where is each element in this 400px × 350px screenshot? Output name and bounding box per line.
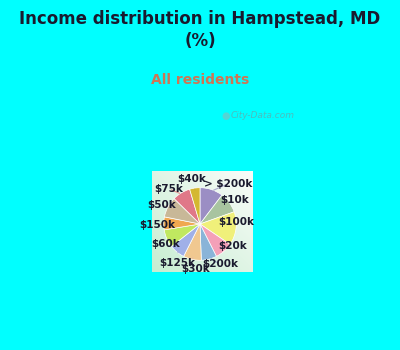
Text: $150k: $150k bbox=[140, 220, 176, 230]
Text: ●: ● bbox=[221, 111, 230, 121]
Wedge shape bbox=[164, 198, 200, 224]
Wedge shape bbox=[184, 224, 201, 260]
Text: $100k: $100k bbox=[218, 217, 254, 227]
Wedge shape bbox=[200, 195, 234, 224]
Text: $40k: $40k bbox=[178, 174, 206, 190]
Wedge shape bbox=[172, 224, 200, 256]
Wedge shape bbox=[190, 188, 200, 224]
Wedge shape bbox=[200, 224, 216, 260]
Text: $30k: $30k bbox=[182, 258, 210, 274]
Wedge shape bbox=[174, 189, 200, 224]
Text: $60k: $60k bbox=[151, 239, 180, 249]
Wedge shape bbox=[200, 224, 230, 256]
Text: $200k: $200k bbox=[202, 259, 238, 269]
Text: $125k: $125k bbox=[159, 251, 195, 268]
Text: All residents: All residents bbox=[151, 74, 249, 88]
Wedge shape bbox=[200, 212, 236, 244]
Wedge shape bbox=[164, 217, 200, 230]
Wedge shape bbox=[164, 224, 200, 246]
Text: $50k: $50k bbox=[147, 200, 176, 210]
Wedge shape bbox=[200, 188, 222, 224]
Text: $20k: $20k bbox=[218, 241, 247, 251]
Text: City-Data.com: City-Data.com bbox=[231, 111, 295, 120]
Text: $75k: $75k bbox=[154, 184, 183, 194]
Text: Income distribution in Hampstead, MD
(%): Income distribution in Hampstead, MD (%) bbox=[19, 10, 381, 50]
Text: $10k: $10k bbox=[220, 195, 249, 205]
Text: > $200k: > $200k bbox=[204, 179, 252, 190]
